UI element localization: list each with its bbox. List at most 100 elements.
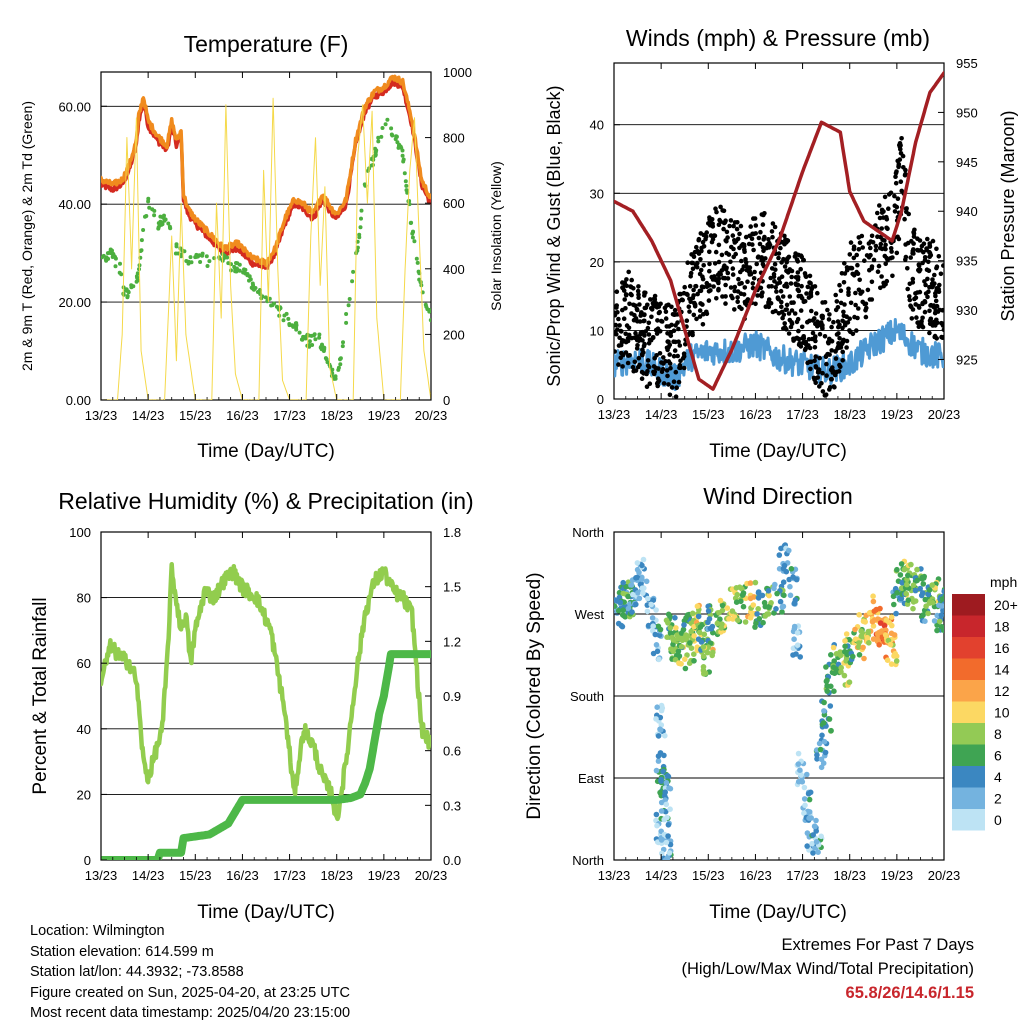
direction-point	[724, 605, 731, 611]
legend-label: 18	[994, 618, 1010, 634]
direction-point	[842, 643, 848, 650]
winds-gust-point	[751, 247, 756, 253]
winds-gust-point	[911, 231, 917, 236]
winds-gust-point	[695, 249, 700, 254]
winds-gust-point	[701, 263, 706, 268]
winds-gust-point	[817, 384, 822, 389]
winds-gust-point	[925, 294, 930, 300]
direction-point	[838, 664, 844, 671]
winds-gust-point	[719, 252, 725, 258]
winds-gust-point	[836, 369, 842, 374]
temperature-td-point	[350, 279, 355, 284]
direction-point	[931, 618, 938, 624]
temperature-td-point	[362, 182, 367, 187]
winds-gust-point	[673, 394, 679, 399]
winds-gust-point	[875, 234, 880, 239]
winds-gust-point	[694, 244, 699, 250]
winds-gust-point	[884, 217, 890, 222]
direction-point	[826, 716, 833, 722]
winds-gust-point	[637, 319, 643, 324]
winds-gust-point	[659, 360, 664, 365]
winds-gust-point	[655, 318, 660, 323]
winds-gust-point	[866, 241, 872, 246]
direction-point	[903, 590, 909, 597]
winds-gust-point	[926, 268, 932, 274]
direction-point	[734, 591, 741, 598]
direction-point	[664, 634, 670, 640]
winds-gust-point	[697, 314, 703, 319]
winds-gust-point	[759, 255, 764, 260]
direction-point	[654, 704, 660, 710]
legend-swatch	[952, 615, 985, 637]
direction-point	[696, 629, 703, 636]
direction-point	[919, 590, 926, 596]
winds-gust-point	[663, 309, 669, 315]
winds-gust-point	[635, 288, 641, 294]
direction-point	[658, 837, 665, 843]
direction-point	[945, 608, 951, 614]
winds-gust-point	[927, 321, 933, 327]
winds-gust-point	[678, 358, 683, 364]
temperature-td-point	[125, 294, 130, 298]
direction-point	[801, 784, 808, 791]
temperature-y2tick-label: 200	[443, 327, 465, 342]
winds-gust-point	[654, 381, 660, 386]
direction-point	[945, 591, 951, 597]
winds-gust-point	[732, 240, 738, 245]
winds-gust-point	[678, 365, 683, 371]
winds-gust-point	[905, 266, 910, 271]
temperature-ytick-label: 60.00	[58, 99, 91, 114]
winds-gust-point	[622, 282, 628, 288]
winds-gust-point	[917, 289, 923, 295]
temperature-td-point	[186, 261, 191, 266]
winds-gust-point	[692, 301, 697, 307]
direction-point	[858, 633, 865, 639]
legend-swatch	[952, 701, 985, 723]
winds-xtick-label: 13/23	[598, 407, 631, 422]
direction-point	[665, 833, 671, 839]
winds-gust-point	[682, 284, 687, 290]
winds-gust-point	[651, 369, 656, 375]
winds-y2tick-label: 940	[956, 204, 978, 219]
winds-gust-point	[650, 335, 656, 341]
temperature-xtick-label: 20/23	[415, 408, 448, 423]
winds-gust-point	[784, 260, 789, 265]
winds-gust-point	[909, 316, 915, 321]
winds-gust-point	[897, 144, 903, 149]
winds-gust-point	[648, 306, 654, 311]
winds-gust-point	[820, 300, 825, 305]
winds-gust-point	[813, 354, 818, 359]
winds-gust-point	[837, 362, 842, 368]
winds-gust-point	[794, 257, 800, 262]
winds-gust-point	[922, 299, 928, 304]
direction-xtick-label: 13/23	[598, 868, 631, 883]
winds-gust-point	[725, 235, 730, 240]
direction-point	[917, 585, 923, 592]
direction-point	[676, 653, 683, 659]
winds-gust-point	[622, 297, 627, 302]
temperature-y2tick-label: 600	[443, 196, 465, 211]
winds-gust-point	[614, 349, 617, 354]
winds-gust-point	[672, 312, 677, 318]
direction-point	[890, 593, 897, 600]
winds-gust-point	[885, 226, 890, 232]
temperature-td-point	[358, 225, 363, 230]
winds-gust-point	[824, 361, 829, 367]
winds-gust-point	[623, 331, 628, 337]
temperature-td-point	[124, 287, 129, 292]
winds-gust-point	[753, 301, 758, 307]
legend-label: 0	[994, 812, 1002, 828]
direction-point	[633, 601, 639, 608]
direction-point	[922, 596, 929, 603]
winds-gust-point	[921, 249, 926, 255]
temperature-td-point	[198, 260, 203, 264]
winds-gust-point	[644, 371, 649, 377]
direction-point	[700, 667, 707, 673]
winds-gust-point	[636, 338, 642, 344]
direction-point	[850, 653, 856, 660]
winds-gust-point	[659, 318, 664, 324]
winds-gust-point	[625, 360, 631, 366]
winds-gust-point	[934, 317, 939, 323]
winds-y2tick-label: 930	[956, 303, 978, 318]
direction-point	[650, 623, 656, 629]
